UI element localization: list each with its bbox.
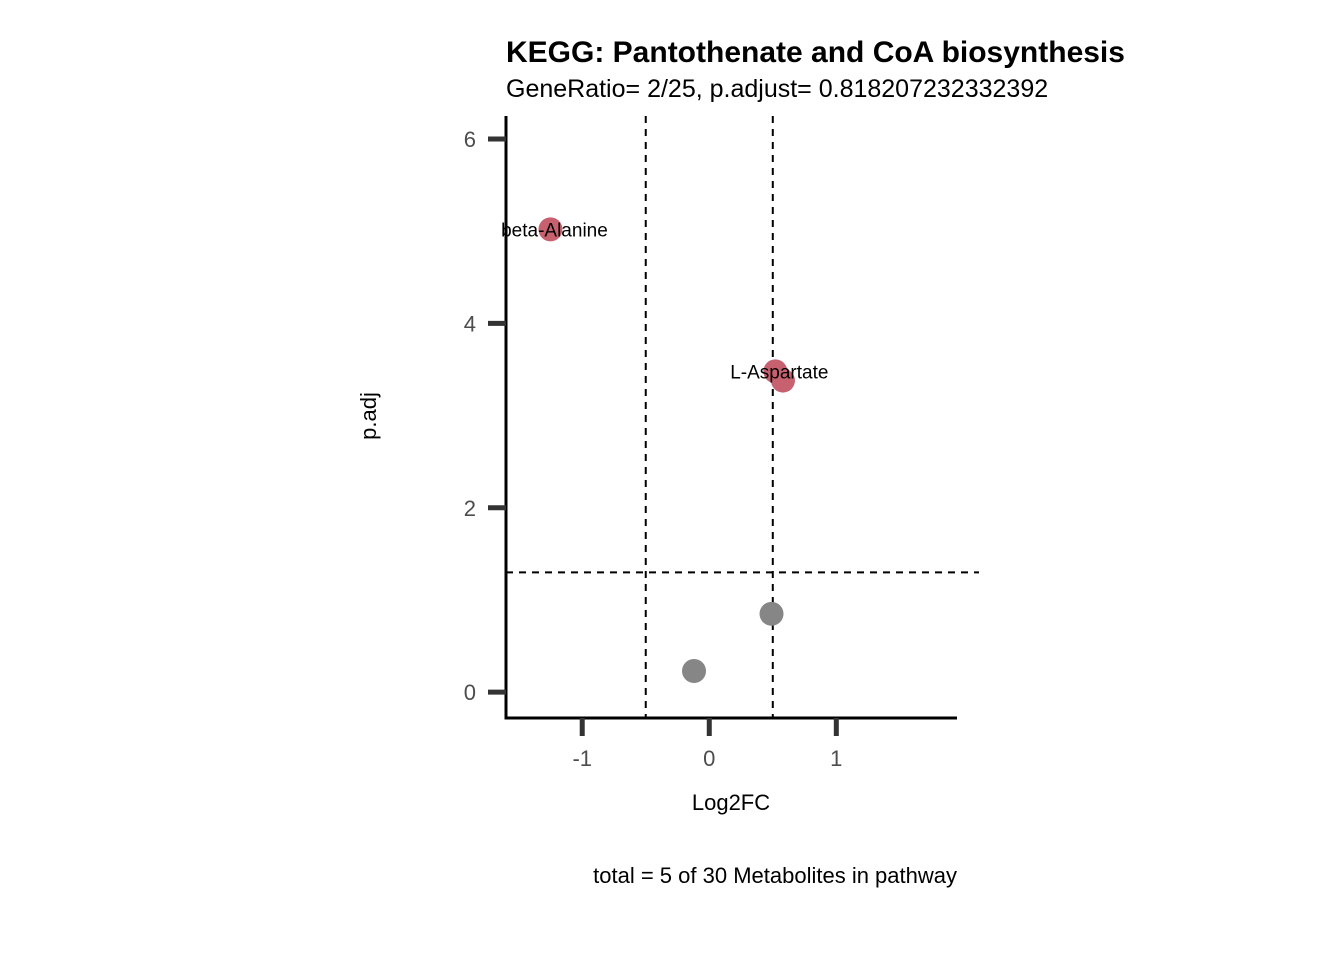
- chart-title: KEGG: Pantothenate and CoA biosynthesis: [506, 36, 1125, 69]
- point-labels: beta-Alanine L-Aspartate: [501, 220, 828, 383]
- y-axis-title: p.adj: [356, 392, 381, 440]
- ticks: -1 0 1 0 2 4 6: [464, 127, 843, 771]
- data-point-1: [538, 217, 563, 242]
- point-label-2: L-Aspartate: [730, 362, 828, 383]
- y-tick-label-4: 6: [464, 127, 476, 152]
- data-point-5: [682, 658, 707, 683]
- chart-subtitle: GeneRatio= 2/25, p.adjust= 0.81820723233…: [506, 75, 1048, 103]
- y-tick-label-3: 4: [464, 311, 476, 336]
- x-tick-label-2: 0: [703, 746, 715, 771]
- x-tick-label-1: -1: [572, 746, 592, 771]
- point-label-1: beta-Alanine: [501, 220, 608, 241]
- y-tick-label-2: 2: [464, 496, 476, 521]
- y-tick-label-1: 0: [464, 680, 476, 705]
- threshold-lines: [506, 116, 979, 718]
- data-point-3: [770, 368, 795, 393]
- chart-caption: total = 5 of 30 Metabolites in pathway: [593, 863, 957, 888]
- data-point-4: [759, 601, 784, 626]
- x-axis-title: Log2FC: [692, 790, 770, 815]
- x-tick-label-3: 1: [830, 746, 842, 771]
- axes: [504, 116, 957, 720]
- data-points: [538, 217, 795, 683]
